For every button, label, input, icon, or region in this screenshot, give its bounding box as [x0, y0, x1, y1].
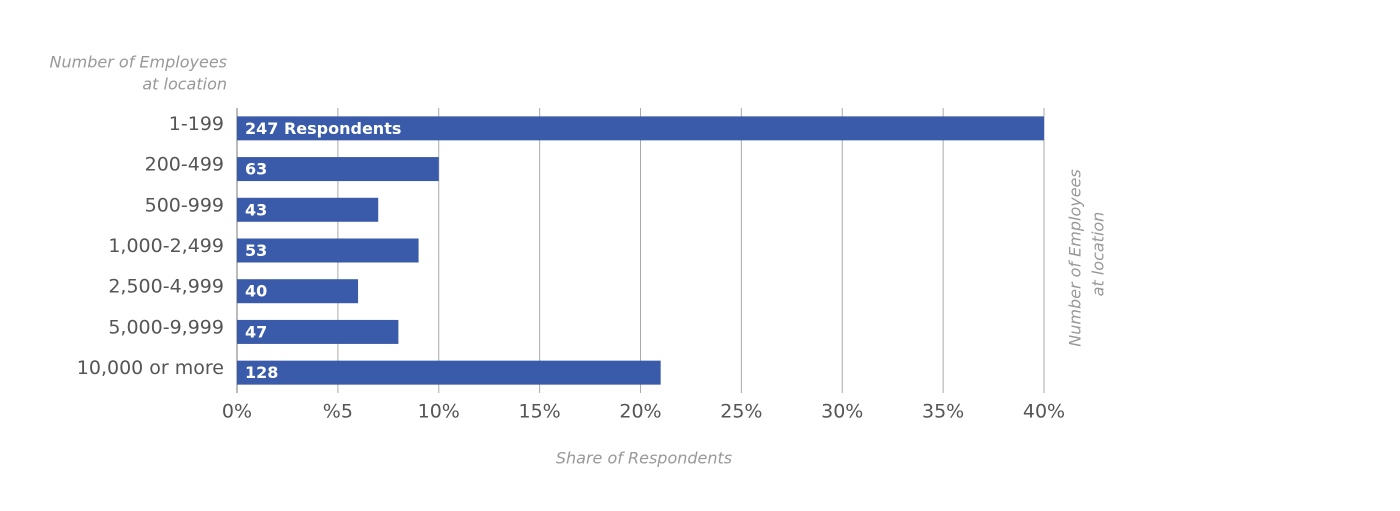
respondent-label: 47 [245, 322, 267, 341]
y-axis-title: Number of Employees [50, 53, 227, 72]
y-axis-title: at location [142, 75, 227, 94]
respondent-label: 40 [245, 282, 267, 301]
y-tick-label: 5,000-9,999 [108, 316, 224, 338]
respondent-label: 43 [245, 200, 267, 219]
bar [237, 116, 1044, 141]
y-tick-label: 1-199 [169, 113, 224, 135]
respondent-label: 53 [245, 241, 267, 260]
y-tick-label: 500-999 [145, 194, 224, 216]
y-tick-label: 1,000-2,499 [108, 235, 224, 257]
y-tick-label: 200-499 [145, 154, 224, 176]
y-tick-label: 10,000 or more [77, 357, 224, 379]
x-tick-label: 25% [720, 401, 762, 423]
x-tick-label: 0% [222, 401, 252, 423]
x-tick-label: 30% [821, 401, 863, 423]
bar [237, 360, 661, 385]
x-tick-label: %5 [323, 401, 353, 423]
bar [237, 197, 379, 222]
x-tick-label: 10% [418, 401, 460, 423]
respondent-label: 63 [245, 160, 267, 179]
bar [237, 319, 399, 344]
x-tick-label: 40% [1023, 401, 1065, 423]
x-tick-label: 35% [922, 401, 964, 423]
y-axis-title-right: Number of Employees [1066, 169, 1085, 346]
respondent-label: 128 [245, 363, 278, 382]
bar [237, 238, 419, 263]
y-axis-title-right: at location [1089, 212, 1108, 297]
x-tick-label: 15% [519, 401, 561, 423]
bar [237, 157, 439, 182]
x-axis-title: Share of Respondents [556, 449, 732, 468]
y-tick-label: 2,500-4,999 [108, 276, 224, 298]
x-tick-label: 20% [619, 401, 661, 423]
respondent-label: 247 Respondents [245, 119, 401, 138]
bar [237, 279, 359, 304]
